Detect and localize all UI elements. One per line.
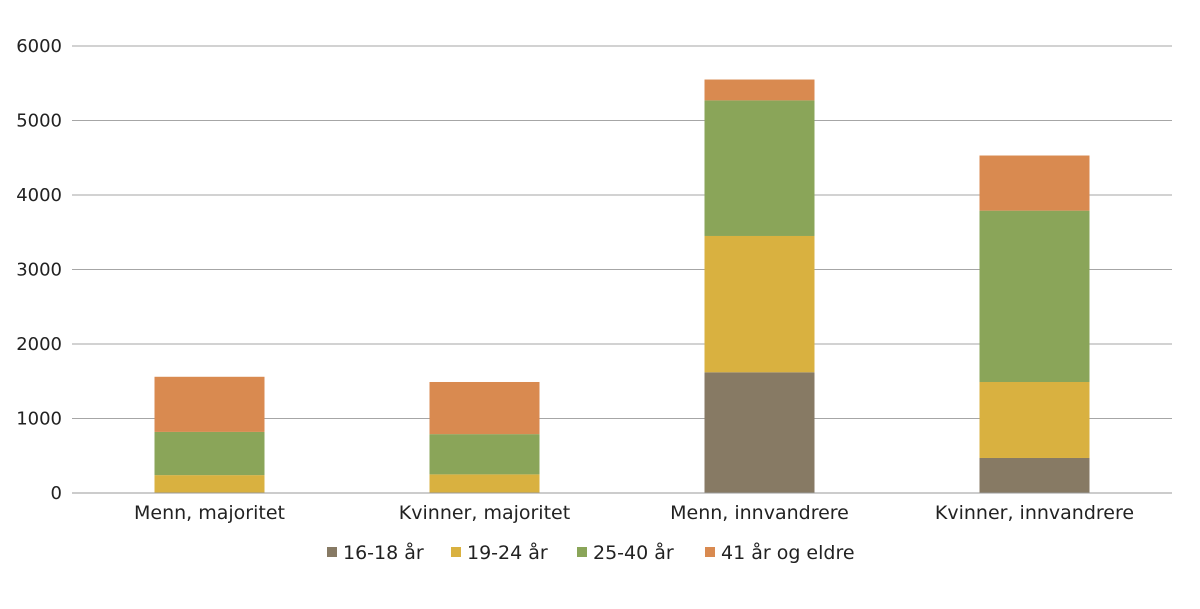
bar-segment [979, 457, 1090, 493]
legend-swatch [577, 547, 587, 557]
bar-segment [429, 474, 540, 493]
bar-segment [979, 381, 1090, 458]
y-tick-label: 6000 [16, 36, 62, 57]
legend-swatch [705, 547, 715, 557]
legend-swatch [451, 547, 461, 557]
bar-segment [979, 155, 1090, 211]
x-category-label: Menn, innvandrere [670, 502, 849, 524]
legend-item: 41 år og eldre [705, 541, 855, 564]
bar-segment [429, 434, 540, 475]
legend-label: 19-24 år [467, 541, 548, 564]
x-category-label: Kvinner, majoritet [399, 502, 570, 524]
y-tick-label: 0 [51, 483, 62, 504]
legend-label: 16-18 år [343, 541, 424, 564]
y-tick-label: 2000 [16, 334, 62, 355]
y-tick-label: 1000 [16, 409, 62, 430]
x-category-label: Menn, majoritet [134, 502, 285, 524]
legend-item: 25-40 år [577, 541, 674, 564]
legend: 16-18 år 19-24 år 25-40 år 41 år og eldre [327, 541, 855, 564]
legend-item: 16-18 år [327, 541, 424, 564]
x-category-label: Kvinner, innvandrere [935, 502, 1134, 524]
bar-segment [979, 210, 1090, 382]
bars [154, 79, 1090, 493]
bar-segment [154, 376, 265, 432]
y-tick-label: 5000 [16, 111, 62, 132]
x-axis-categories: Menn, majoritet Kvinner, majoritet Menn, i… [134, 502, 1134, 524]
bar-segment [704, 79, 815, 101]
bar-segment [154, 475, 265, 493]
legend-swatch [327, 547, 337, 557]
bar-segment [429, 381, 540, 435]
legend-label: 25-40 år [593, 541, 674, 564]
bar-segment [704, 235, 815, 373]
y-tick-label: 3000 [16, 260, 62, 281]
legend-item: 19-24 år [451, 541, 548, 564]
y-axis-ticks: 0 1000 2000 3000 4000 5000 6000 [16, 36, 62, 504]
y-tick-label: 4000 [16, 185, 62, 206]
bar-segment [154, 431, 265, 476]
legend-label: 41 år og eldre [721, 541, 855, 564]
bar-segment [704, 372, 815, 493]
bar-segment [704, 100, 815, 236]
